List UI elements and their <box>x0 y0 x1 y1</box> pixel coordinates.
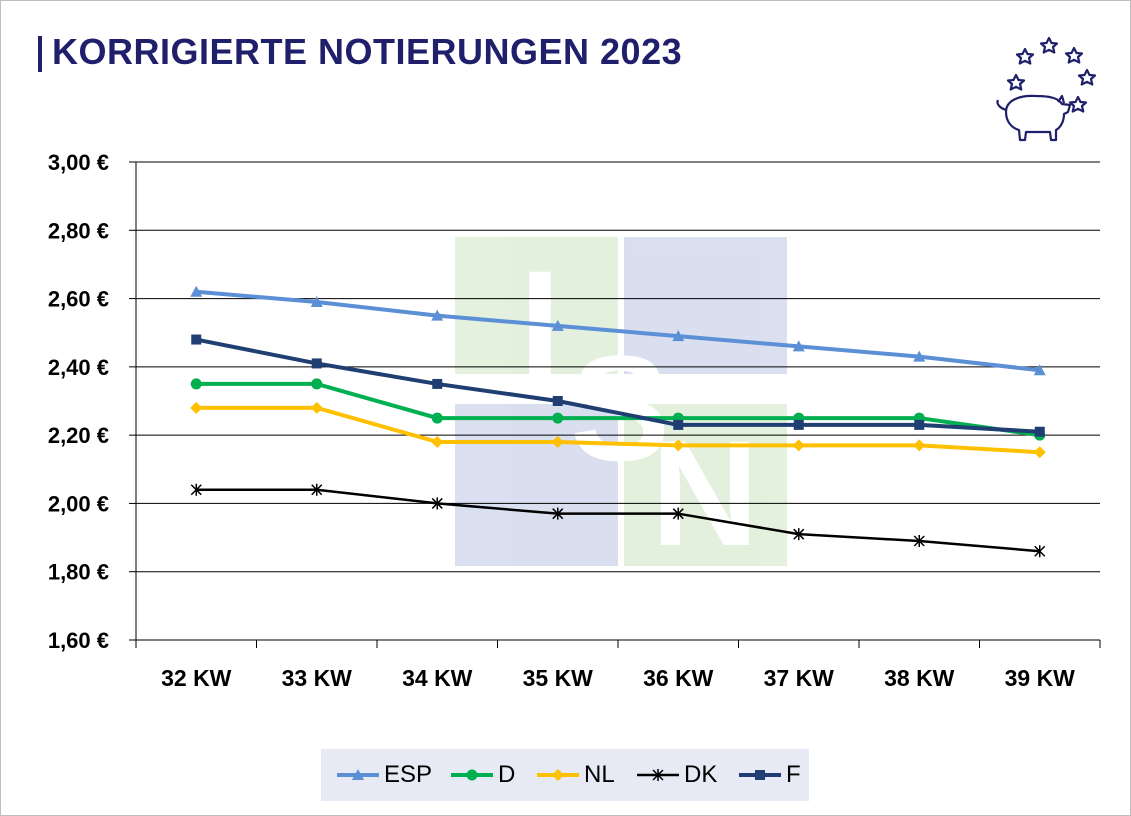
data-point-f <box>793 419 804 430</box>
legend-item-dk: DK <box>635 749 717 801</box>
y-tick-label: 2,80 € <box>48 218 109 243</box>
legend-label: DK <box>684 761 718 788</box>
y-tick-label: 3,00 € <box>48 150 109 175</box>
chart-title: KORRIGIERTE NOTIERUNGEN 2023 <box>52 31 683 72</box>
legend-label: F <box>786 761 801 788</box>
legend-label: ESP <box>384 761 433 788</box>
data-point-d <box>311 378 323 390</box>
data-point-f <box>673 419 684 430</box>
legend-swatch-d <box>451 769 493 781</box>
x-tick-label: 34 KW <box>402 665 473 691</box>
legend-item-esp: ESP <box>335 749 432 801</box>
series-f <box>191 334 1045 437</box>
y-tick-label: 2,60 € <box>48 287 109 312</box>
series-line-dk <box>196 488 1040 553</box>
data-point-f <box>914 419 925 430</box>
data-point-esp <box>310 295 323 307</box>
x-tick-label: 33 KW <box>282 665 353 691</box>
data-point-esp <box>551 319 564 331</box>
legend-label: D <box>498 761 516 788</box>
legend-swatch-esp <box>337 769 379 780</box>
data-point-esp <box>672 330 685 342</box>
x-tick-label: 37 KW <box>764 665 835 691</box>
y-tick-label: 2,00 € <box>48 491 109 516</box>
data-point-dk <box>552 507 564 520</box>
series-esp <box>190 285 1046 376</box>
y-tick-label: 2,20 € <box>48 423 109 448</box>
data-point-esp <box>431 309 444 321</box>
data-point-d <box>190 378 202 390</box>
data-point-d <box>431 412 443 424</box>
data-point-d <box>552 412 564 424</box>
series-nl <box>190 401 1046 459</box>
data-point-nl <box>431 435 444 448</box>
x-tick-label: 36 KW <box>643 665 714 691</box>
legend-marker <box>466 769 478 781</box>
legend-item-d: D <box>449 749 515 801</box>
data-point-nl <box>792 439 805 452</box>
pig-with-stars-icon <box>996 36 1097 142</box>
legend-item-nl: NL <box>535 749 615 801</box>
data-point-nl <box>310 401 323 414</box>
data-point-f <box>1034 426 1045 437</box>
data-point-nl <box>1033 446 1046 459</box>
data-point-esp <box>913 350 926 362</box>
data-point-f <box>552 396 563 406</box>
watermark-letter-n: N <box>651 409 759 577</box>
data-point-nl <box>551 435 564 448</box>
legend-marker <box>652 769 664 781</box>
data-point-esp <box>792 340 805 352</box>
series-line-nl <box>196 405 1040 455</box>
chart-legend: ESP D NL DK F <box>321 749 809 801</box>
data-point-dk <box>1034 545 1046 558</box>
isn-watermark: I S N <box>455 237 787 577</box>
y-tick-label: 1,80 € <box>48 560 109 585</box>
data-point-f <box>432 378 443 389</box>
legend-swatch-dk <box>637 769 679 781</box>
data-point-dk <box>190 483 202 496</box>
legend-marker <box>352 769 364 780</box>
data-point-f <box>311 358 322 369</box>
series-line-f <box>195 337 1040 434</box>
legend-marker <box>755 770 765 780</box>
y-tick-label: 1,60 € <box>48 628 109 653</box>
title-accent-bar <box>38 36 42 72</box>
data-point-dk <box>431 497 443 510</box>
data-point-nl <box>913 439 926 452</box>
x-tick-label: 35 KW <box>523 665 594 691</box>
series-line-d <box>196 381 1041 438</box>
series-dk <box>190 483 1046 558</box>
legend-swatch-f <box>739 770 781 780</box>
data-point-dk <box>311 483 323 496</box>
data-point-esp <box>1033 364 1046 376</box>
legend-marker <box>552 769 564 781</box>
x-tick-label: 39 KW <box>1005 665 1076 691</box>
data-point-nl <box>672 439 685 452</box>
y-tick-label: 2,40 € <box>48 355 109 380</box>
data-point-esp <box>190 285 203 297</box>
legend-label: NL <box>584 761 615 788</box>
legend-item-f: F <box>737 749 801 801</box>
x-tick-label: 32 KW <box>161 665 232 691</box>
series-line-esp <box>196 289 1040 373</box>
x-tick-label: 38 KW <box>884 665 955 691</box>
data-point-dk <box>913 534 925 547</box>
data-point-f <box>191 334 202 345</box>
data-point-dk <box>793 528 805 541</box>
data-point-dk <box>672 507 684 520</box>
legend-swatch-nl <box>537 769 579 781</box>
data-point-nl <box>190 401 203 414</box>
